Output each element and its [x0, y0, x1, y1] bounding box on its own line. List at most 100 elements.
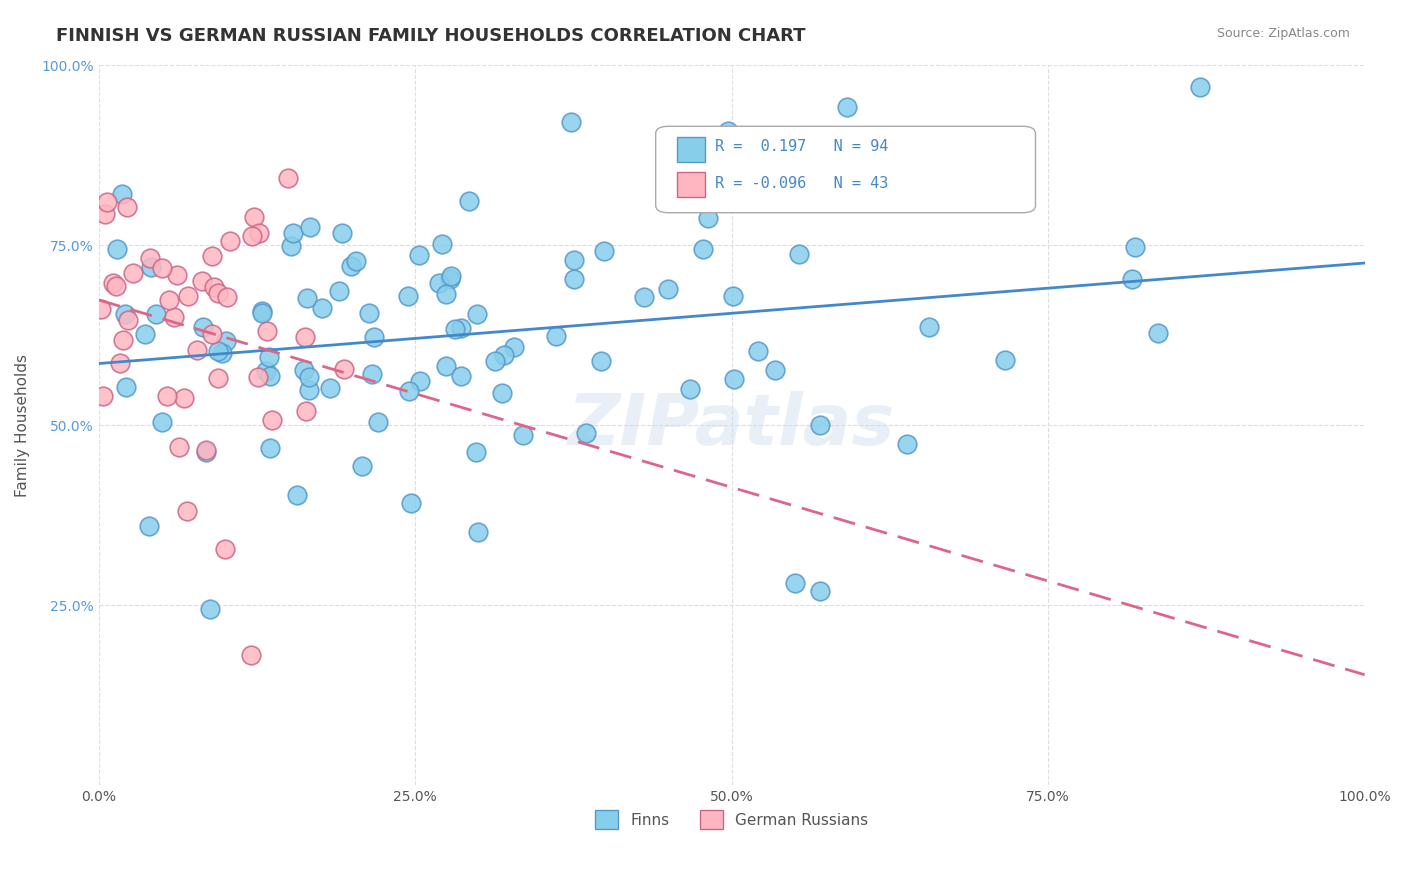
German Russians — [117, 313, 139, 327]
German Russians — [166, 268, 188, 282]
Finss — [396, 289, 419, 303]
Finss — [808, 583, 831, 598]
Finss — [139, 260, 162, 274]
Finss — [367, 416, 389, 430]
German Russians — [218, 234, 240, 248]
German Russians — [332, 361, 354, 376]
Text: R = -0.096   N = 43: R = -0.096 N = 43 — [716, 177, 889, 192]
German Russians — [277, 170, 299, 185]
Finss — [439, 272, 461, 286]
German Russians — [201, 249, 224, 263]
Finss — [747, 344, 769, 359]
Finss — [434, 287, 457, 301]
Finss — [295, 291, 318, 305]
Finss — [450, 321, 472, 335]
Finss — [138, 519, 160, 533]
Finss — [328, 284, 350, 298]
Finss — [450, 368, 472, 383]
German Russians — [247, 226, 270, 240]
Finss — [360, 368, 382, 382]
Finss — [198, 601, 221, 615]
Finss — [467, 524, 489, 539]
Finss — [409, 374, 432, 388]
Finss — [145, 307, 167, 321]
Bar — [678, 171, 704, 197]
Finss — [319, 381, 342, 395]
German Russians — [112, 333, 135, 347]
Finss — [484, 354, 506, 368]
German Russians — [108, 356, 131, 370]
Finss — [193, 320, 215, 334]
Finss — [298, 370, 321, 384]
German Russians — [156, 388, 179, 402]
Finss — [503, 340, 526, 354]
Finss — [330, 226, 353, 240]
German Russians — [90, 301, 112, 316]
German Russians — [101, 276, 124, 290]
German Russians — [96, 195, 118, 210]
German Russians — [207, 285, 229, 300]
Finss — [357, 306, 380, 320]
German Russians — [294, 330, 316, 344]
Finss — [1123, 240, 1146, 254]
Finss — [111, 187, 134, 202]
German Russians — [207, 371, 229, 385]
Y-axis label: Family Households: Family Households — [15, 353, 30, 497]
Text: FINNISH VS GERMAN RUSSIAN FAMILY HOUSEHOLDS CORRELATION CHART: FINNISH VS GERMAN RUSSIAN FAMILY HOUSEHO… — [56, 27, 806, 45]
Finss — [259, 441, 281, 455]
Finss — [918, 320, 941, 334]
German Russians — [91, 389, 114, 403]
Finss — [252, 306, 274, 320]
German Russians — [202, 280, 225, 294]
German Russians — [262, 412, 284, 426]
German Russians — [194, 442, 217, 457]
German Russians — [247, 370, 270, 384]
Finss — [408, 248, 430, 262]
Finss — [723, 372, 745, 386]
Finss — [492, 348, 515, 362]
German Russians — [157, 293, 180, 307]
Finss — [363, 330, 385, 344]
Legend: Finns, German Russians: Finns, German Russians — [589, 805, 875, 835]
Finss — [560, 115, 582, 129]
Finss — [298, 219, 321, 234]
Finss — [287, 488, 309, 502]
German Russians — [173, 391, 195, 405]
Finss — [350, 458, 373, 473]
Finss — [721, 289, 744, 303]
Finss — [998, 159, 1021, 173]
Finss — [717, 124, 740, 138]
German Russians — [186, 343, 208, 357]
Finss — [114, 307, 136, 321]
Text: R =  0.197   N = 94: R = 0.197 N = 94 — [716, 139, 889, 154]
Finss — [252, 303, 274, 318]
Finss — [763, 363, 786, 377]
Finss — [1189, 79, 1212, 94]
German Russians — [191, 275, 214, 289]
Finss — [633, 290, 655, 304]
Finss — [257, 350, 280, 364]
Finss — [808, 417, 831, 432]
Finss — [311, 301, 333, 316]
Finss — [783, 576, 806, 591]
Finss — [401, 496, 423, 510]
Finss — [994, 353, 1017, 368]
German Russians — [176, 504, 198, 518]
Finss — [692, 243, 714, 257]
Finss — [575, 426, 598, 441]
Finss — [430, 236, 453, 251]
Finss — [591, 354, 613, 368]
Finss — [544, 328, 567, 343]
Finss — [657, 282, 679, 296]
German Russians — [167, 440, 190, 454]
Finss — [592, 244, 614, 258]
Finss — [107, 242, 129, 256]
Finss — [195, 444, 218, 458]
Finss — [440, 268, 463, 283]
Finss — [134, 327, 156, 342]
Finss — [215, 334, 238, 348]
German Russians — [240, 229, 263, 244]
Finss — [281, 226, 304, 240]
Finss — [465, 445, 488, 459]
Finss — [434, 359, 457, 373]
